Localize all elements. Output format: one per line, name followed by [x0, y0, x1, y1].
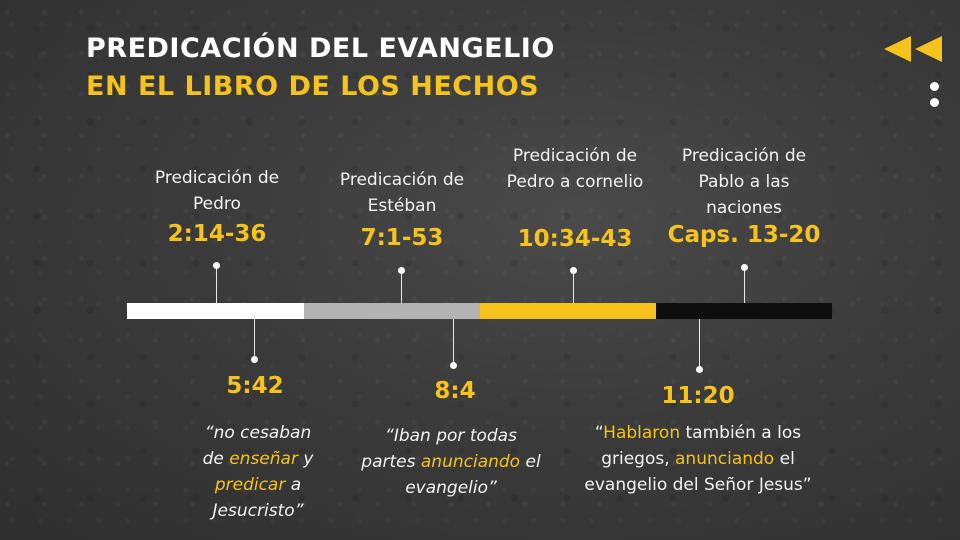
bottom-connector-2 [453, 319, 454, 365]
timeline-segment-2 [304, 303, 480, 319]
bottom-ref-3: 11:20 [661, 383, 735, 409]
bottom-connector-dot-1 [251, 356, 258, 363]
quote-2: “Iban por todas partes anunciando el eva… [356, 423, 546, 501]
bottom-ref-1: 5:42 [226, 373, 284, 399]
event-ref-3: 10:34-43 [517, 226, 633, 252]
timeline-segment-3 [480, 303, 656, 319]
page-title: PREDICACIÓN DEL EVANGELIO EN EL LIBRO DE… [86, 30, 555, 106]
top-connector-dot-3 [570, 267, 577, 274]
highlighted-word: predicar [214, 475, 286, 495]
top-connector-1 [216, 266, 217, 303]
quote-text: a Jesucristo” [212, 475, 304, 521]
event-ref-2: 7:1-53 [360, 225, 444, 251]
top-connector-3 [573, 271, 574, 303]
event-ref-1: 2:14-36 [167, 221, 267, 247]
quote-text: el evangelio” [405, 452, 541, 498]
vertical-dots-icon[interactable] [929, 82, 941, 108]
quote-text: “Iban por todas partes [361, 426, 517, 472]
top-connector-dot-4 [741, 264, 748, 271]
quote-1: “no cesaban de enseñar y predicar a Jesu… [193, 420, 323, 524]
bottom-connector-1 [254, 319, 255, 359]
highlighted-word: anunciando [675, 449, 775, 469]
bottom-connector-3 [699, 319, 700, 369]
top-connector-2 [401, 271, 402, 303]
quote-text: también a los griegos, [601, 423, 802, 469]
quote-text: “no cesaban de [202, 423, 312, 469]
quote-text: el evangelio del Señor Jesus” [584, 449, 812, 495]
quote-3: “Hablaron también a los griegos, anuncia… [576, 420, 820, 498]
top-connector-4 [744, 268, 745, 303]
title-line-1: PREDICACIÓN DEL EVANGELIO [86, 33, 555, 64]
double-left-arrow-icon[interactable] [884, 36, 942, 62]
bottom-connector-dot-2 [450, 362, 457, 369]
top-connector-dot-1 [213, 262, 220, 269]
bottom-ref-2: 8:4 [434, 378, 476, 404]
event-label-2: Predicación de Estéban [339, 170, 465, 216]
event-ref-4: Caps. 13-20 [667, 222, 821, 248]
bottom-connector-dot-3 [696, 366, 703, 373]
timeline-segment-4 [656, 303, 832, 319]
top-connector-dot-2 [398, 267, 405, 274]
quote-text: “ [594, 423, 604, 443]
highlighted-word: anunciando [420, 452, 521, 472]
title-line-2: EN EL LIBRO DE LOS HECHOS [86, 71, 540, 102]
event-label-3: Predicación de Pedro a cornelio [506, 146, 644, 192]
event-label-1: Predicación de Pedro [154, 168, 280, 214]
highlighted-word: enseñar [229, 449, 298, 469]
timeline-segment-1 [127, 303, 304, 319]
quote-text: y [297, 449, 314, 469]
event-label-4: Predicación de Pablo a las naciones [681, 146, 807, 218]
highlighted-word: Hablaron [603, 423, 681, 443]
